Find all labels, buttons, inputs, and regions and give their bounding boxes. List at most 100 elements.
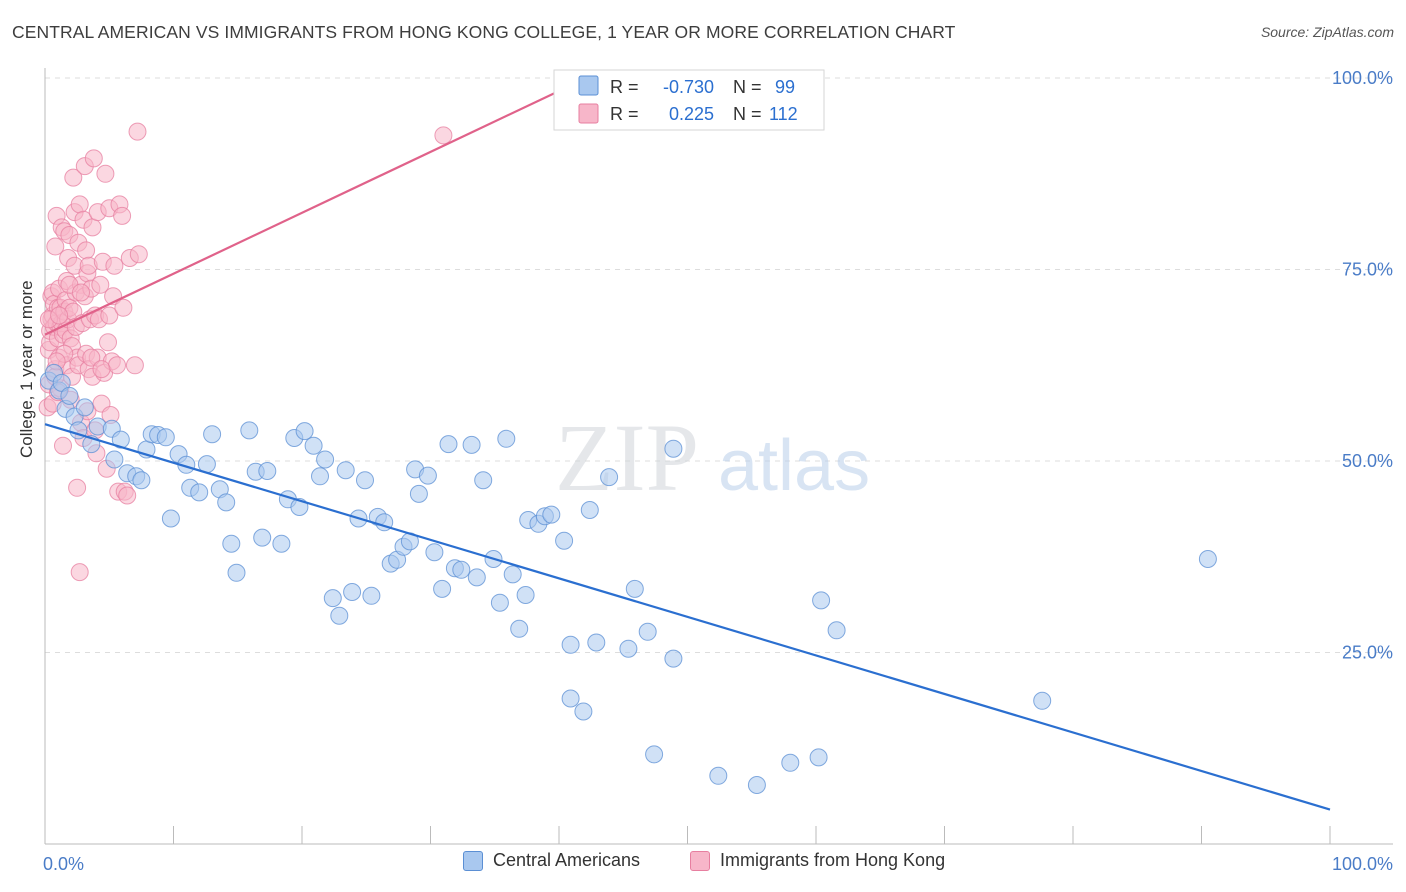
point-central-american (316, 450, 335, 469)
legend-n-value-1: 99 (775, 77, 795, 97)
point-central-american (561, 689, 580, 708)
legend-r-label-2: R = (610, 104, 639, 124)
x-tick-label-max: 100.0% (1332, 854, 1393, 874)
point-central-american (809, 748, 828, 767)
point-central-american (781, 753, 800, 772)
point-central-american (258, 462, 277, 480)
point-central-american (709, 766, 728, 785)
point-central-american (203, 425, 222, 444)
point-central-american (272, 534, 291, 553)
point-central-american (105, 450, 124, 469)
point-central-american (439, 435, 458, 454)
point-central-american (462, 435, 481, 454)
point-central-american (343, 583, 362, 601)
point-central-american (516, 586, 535, 604)
point-central-american (580, 501, 599, 519)
point-central-american (227, 563, 246, 582)
legend-swatch-pink (578, 103, 599, 124)
point-central-american (812, 591, 831, 610)
point-central-american (132, 471, 151, 490)
legend-r-value-1: -0.730 (663, 77, 714, 97)
point-central-american (497, 429, 516, 448)
series-central-americans (39, 363, 1217, 794)
point-hong-kong (50, 306, 69, 325)
point-central-american (561, 635, 580, 654)
legend-item-hong-kong: Immigrants from Hong Kong (690, 850, 945, 871)
point-central-american (503, 565, 522, 584)
point-hong-kong (434, 126, 453, 145)
point-hong-kong (128, 122, 147, 141)
point-central-american (625, 579, 644, 598)
y-tick-label: 50.0% (1342, 451, 1393, 471)
point-central-american (253, 528, 272, 547)
point-central-american (827, 621, 846, 640)
point-central-american (217, 493, 236, 512)
point-central-american (1033, 691, 1052, 710)
point-central-american (664, 439, 683, 458)
point-hong-kong (99, 333, 117, 352)
x-tick-label-min: 0.0% (43, 854, 84, 874)
legend-swatch-blue (578, 75, 599, 96)
y-tick-label: 75.0% (1342, 260, 1393, 280)
point-central-american (409, 484, 428, 503)
point-central-american (510, 619, 529, 638)
point-hong-kong (125, 356, 144, 375)
point-central-american (222, 534, 241, 553)
axes (44, 68, 1393, 845)
legend-r-value-2: 0.225 (669, 104, 714, 124)
point-central-american (330, 606, 349, 625)
point-hong-kong (92, 360, 111, 379)
point-central-american (425, 543, 444, 562)
point-central-american (336, 461, 355, 480)
y-tick-label: 25.0% (1342, 643, 1393, 663)
legend: R = -0.730 N = 99 R = 0.225 N = 112 (553, 69, 825, 131)
point-hong-kong (114, 298, 133, 317)
point-hong-kong (105, 256, 124, 275)
point-central-american (664, 649, 683, 668)
trend-line-central-americans (44, 423, 1331, 811)
point-central-american (452, 560, 471, 579)
point-central-american (295, 422, 314, 441)
point-hong-kong (83, 218, 102, 237)
legend-n-value-2: 112 (769, 104, 798, 124)
trend-line-hong-kong (44, 86, 566, 336)
watermark-zip: ZIP (555, 404, 699, 511)
point-central-american (542, 505, 561, 524)
chart-title: CENTRAL AMERICAN VS IMMIGRANTS FROM HONG… (12, 22, 956, 42)
point-central-american (60, 386, 79, 405)
point-hong-kong (113, 206, 132, 225)
point-central-american (156, 428, 175, 447)
point-hong-kong (84, 149, 103, 168)
point-central-american (467, 568, 486, 587)
x-tick-labels: 0.0% 100.0% (43, 854, 1393, 874)
point-central-american (311, 467, 329, 486)
point-central-american (555, 531, 574, 550)
point-central-american (418, 466, 437, 485)
point-central-american (240, 421, 259, 440)
source-label: Source: ZipAtlas.com (1260, 24, 1394, 40)
point-hong-kong (54, 436, 72, 455)
point-hong-kong (70, 563, 89, 582)
point-hong-kong (129, 245, 148, 264)
legend-swatch-hong-kong (690, 850, 710, 871)
point-central-american (1198, 550, 1217, 568)
point-hong-kong (96, 164, 115, 183)
point-central-american (356, 471, 374, 490)
bottom-legend: Central Americans Immigrants from Hong K… (0, 850, 1406, 880)
point-central-american (161, 509, 180, 528)
legend-label-hong-kong: Immigrants from Hong Kong (720, 850, 946, 870)
point-hong-kong (68, 478, 87, 497)
point-central-american (490, 593, 509, 612)
point-central-american (619, 639, 638, 658)
legend-label-central-americans: Central Americans (493, 850, 641, 870)
point-hong-kong (72, 283, 90, 302)
point-central-american (190, 483, 209, 502)
point-central-american (362, 586, 381, 605)
trend-lines (44, 86, 1331, 811)
point-hong-kong (82, 348, 101, 367)
point-central-american (638, 622, 657, 641)
point-central-american (645, 745, 664, 764)
point-central-american (747, 776, 766, 794)
legend-item-central-americans: Central Americans (463, 850, 640, 871)
